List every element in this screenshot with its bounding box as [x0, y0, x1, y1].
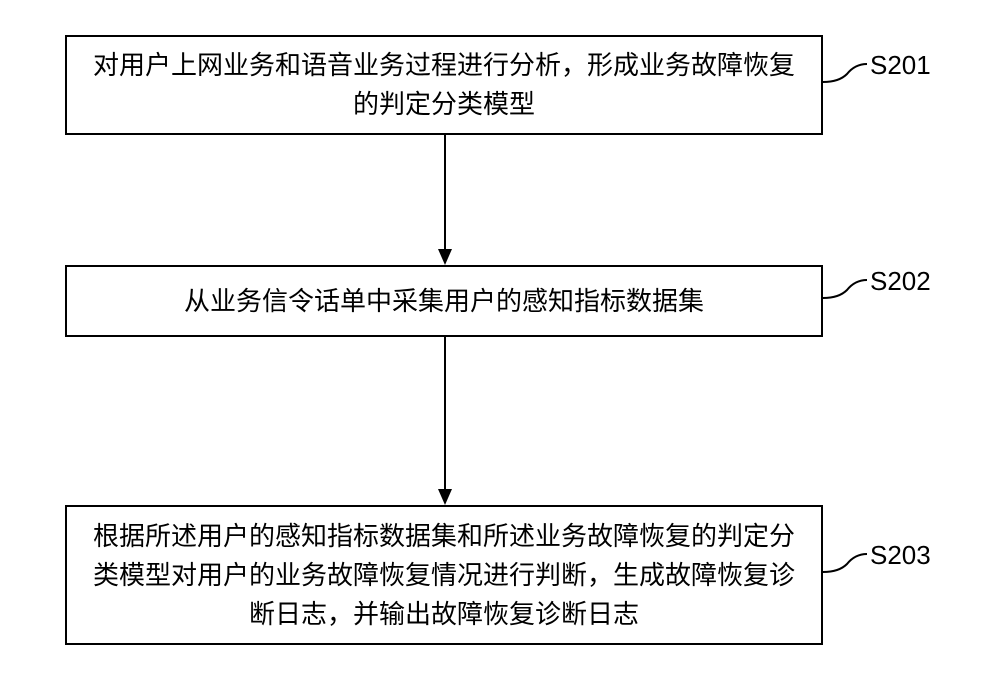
- node-label-s202: S202: [870, 266, 931, 297]
- node-label-s203: S203: [870, 540, 931, 571]
- label-connector-s202: [823, 276, 873, 306]
- arrow-n1-n2: [438, 135, 452, 267]
- node-text: 从业务信令话单中采集用户的感知指标数据集: [184, 282, 704, 321]
- node-text: 根据所述用户的感知指标数据集和所述业务故障恢复的判定分类模型对用户的业务故障恢复…: [87, 517, 801, 634]
- flowchart-node-s203: 根据所述用户的感知指标数据集和所述业务故障恢复的判定分类模型对用户的业务故障恢复…: [65, 505, 823, 645]
- label-connector-s203: [823, 550, 873, 580]
- flowchart-container: 对用户上网业务和语音业务过程进行分析，形成业务故障恢复的判定分类模型 S201 …: [0, 0, 1000, 694]
- node-text: 对用户上网业务和语音业务过程进行分析，形成业务故障恢复的判定分类模型: [87, 46, 801, 124]
- flowchart-node-s202: 从业务信令话单中采集用户的感知指标数据集: [65, 265, 823, 337]
- flowchart-node-s201: 对用户上网业务和语音业务过程进行分析，形成业务故障恢复的判定分类模型: [65, 35, 823, 135]
- node-label-s201: S201: [870, 50, 931, 81]
- arrow-n2-n3: [438, 337, 452, 507]
- label-connector-s201: [823, 60, 873, 90]
